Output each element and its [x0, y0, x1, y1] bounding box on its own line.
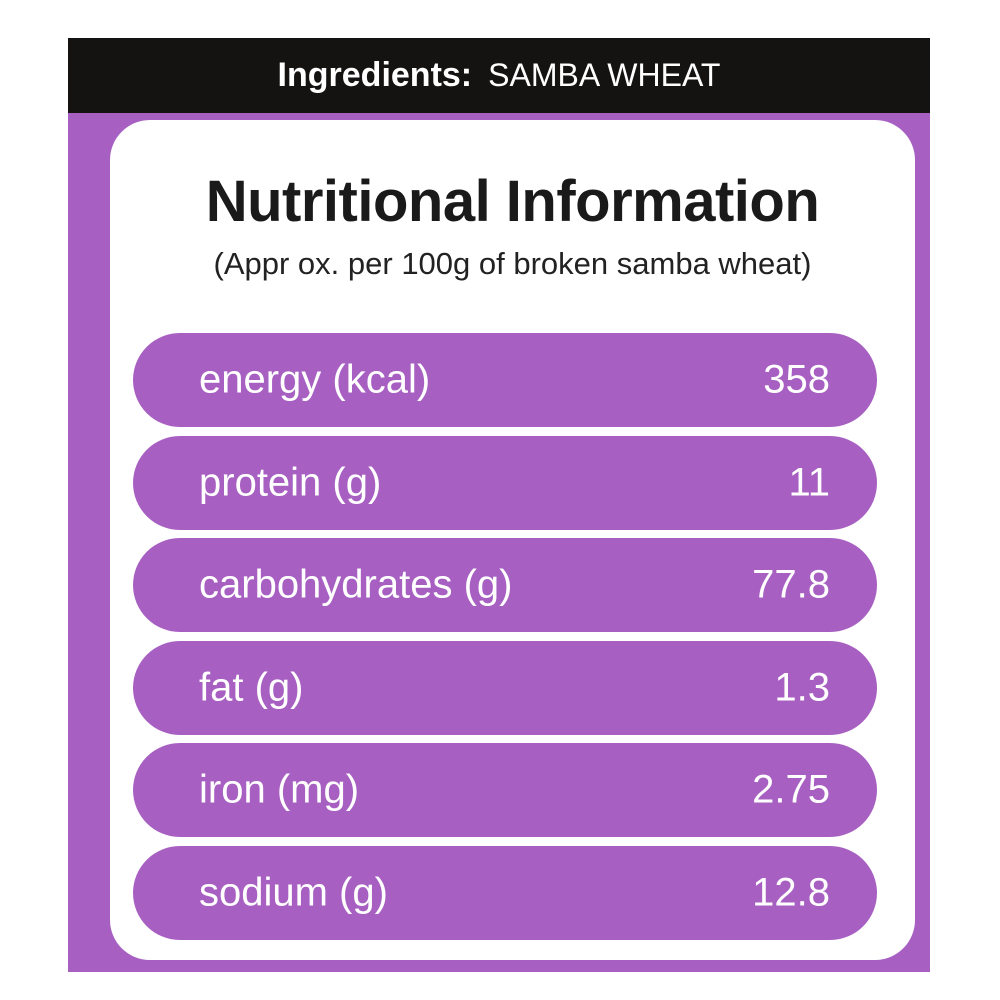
nutrient-row: sodium (g) 12.8 — [133, 845, 877, 940]
ingredients-value: SAMBA WHEAT — [488, 57, 721, 93]
nutrient-name: carbohydrates (g) — [199, 562, 513, 607]
nutrient-value: 2.75 — [752, 767, 830, 812]
nutrient-value: 358 — [763, 357, 830, 402]
nutrient-name: energy (kcal) — [199, 357, 431, 402]
nutrient-row: carbohydrates (g) 77.8 — [133, 538, 877, 632]
nutrient-value: 77.8 — [752, 562, 830, 607]
nutrient-name: iron (mg) — [199, 767, 360, 812]
title: Nutritional Information — [205, 169, 820, 234]
nutrient-value: 11 — [788, 460, 830, 504]
nutrient-value: 12.8 — [752, 870, 830, 914]
nutrient-name: protein (g) — [199, 460, 382, 504]
nutrient-row: iron (mg) 2.75 — [133, 743, 877, 837]
nutrient-row: protein (g) 11 — [133, 435, 877, 530]
subtitle: (Appr ox. per 100g of broken samba wheat… — [213, 246, 812, 281]
ingredients-bar: Ingredients: SAMBA WHEAT — [68, 38, 930, 113]
ingredients-label: Ingredients: — [277, 56, 473, 94]
nutrient-value: 1.3 — [774, 665, 830, 709]
nutrient-name: sodium (g) — [199, 870, 388, 914]
nutrient-row: energy (kcal) 358 — [133, 333, 877, 427]
nutrient-name: fat (g) — [199, 665, 304, 709]
nutrient-row: fat (g) 1.3 — [133, 640, 877, 735]
